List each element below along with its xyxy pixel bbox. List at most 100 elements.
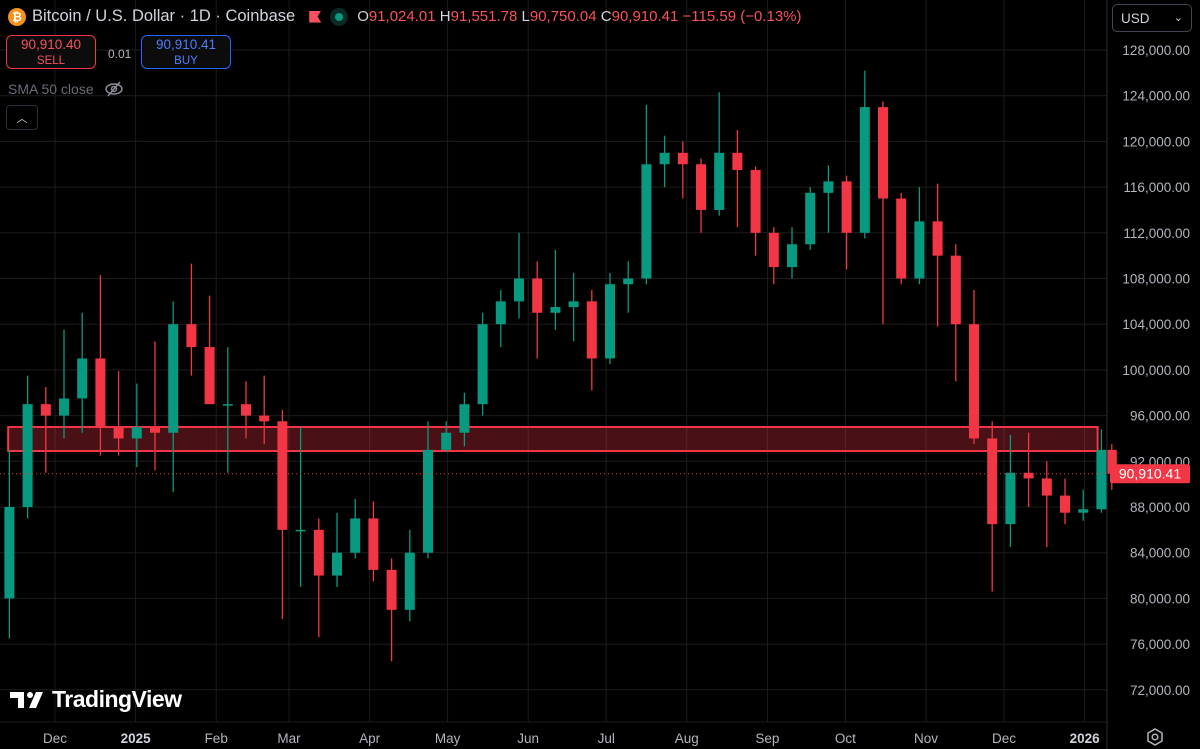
x-tick-label: May — [435, 731, 461, 746]
indicator-sma[interactable]: SMA 50 close — [8, 81, 124, 97]
candle — [113, 371, 124, 456]
candle-body — [896, 198, 907, 279]
candle — [677, 141, 688, 199]
y-tick-label: 120,000.00 — [1122, 134, 1190, 149]
candle — [568, 272, 579, 342]
candle — [714, 92, 725, 216]
candle — [423, 421, 433, 559]
y-tick-label: 128,000.00 — [1122, 43, 1190, 58]
x-tick-label: Jun — [517, 731, 539, 746]
candle — [878, 101, 888, 325]
candle-body — [641, 164, 652, 279]
candle-body — [313, 529, 324, 576]
x-tick-label: Nov — [914, 731, 938, 746]
candle-body — [95, 358, 106, 428]
candle-body — [131, 427, 142, 439]
candle — [186, 263, 197, 376]
candle — [131, 383, 142, 468]
candle-body — [1060, 495, 1070, 513]
candle — [932, 183, 943, 327]
grid — [0, 0, 1107, 722]
candle — [404, 529, 415, 622]
candle — [841, 175, 852, 270]
candle — [222, 347, 233, 473]
candle — [441, 421, 452, 453]
tradingview-logo[interactable]: TradingView — [10, 686, 182, 713]
logo-text: TradingView — [52, 686, 182, 712]
candle — [295, 427, 306, 587]
candle-body — [1096, 449, 1107, 510]
candle-body — [1078, 509, 1089, 513]
candle-body — [423, 449, 433, 553]
candle-body — [1041, 478, 1052, 496]
buy-button[interactable]: 90,910.41 BUY — [141, 35, 231, 69]
y-tick-label: 112,000.00 — [1123, 226, 1190, 241]
y-tick-label: 80,000.00 — [1130, 591, 1190, 606]
flag-icon[interactable] — [309, 10, 322, 23]
candle-body — [805, 192, 816, 245]
chevron-up-icon: ︿ — [16, 112, 28, 125]
candle — [95, 275, 106, 456]
candle — [732, 129, 743, 228]
candle-body — [768, 232, 779, 268]
y-tick-label: 96,000.00 — [1130, 409, 1190, 424]
candle-body — [568, 301, 579, 308]
time-axis[interactable]: Dec 2025 Feb Mar Apr May Jun Jul Aug Sep Oct Nov Dec… — [43, 731, 1100, 746]
candle-body — [368, 518, 379, 570]
sell-button[interactable]: 90,910.40 SELL — [6, 35, 96, 69]
candle — [40, 387, 51, 473]
candle-body — [714, 152, 725, 210]
candle-body — [878, 107, 888, 199]
candle — [495, 289, 506, 348]
candle — [459, 392, 470, 447]
x-tick-label: Aug — [675, 731, 699, 746]
candle — [659, 135, 670, 188]
candle — [696, 158, 706, 233]
candle-body — [859, 107, 870, 233]
candle-body — [969, 324, 979, 439]
candle — [969, 289, 979, 445]
candle — [386, 558, 397, 662]
candle — [914, 187, 925, 285]
eye-off-icon[interactable] — [104, 81, 124, 97]
candle-body — [950, 255, 961, 325]
candle-body — [350, 518, 361, 553]
symbol-title[interactable]: Bitcoin / U.S. Dollar · 1D · Coinbase — [32, 7, 296, 25]
candle — [623, 261, 634, 313]
chevron-down-icon: ⌄ — [1173, 12, 1183, 24]
x-tick-label: Mar — [277, 731, 301, 746]
candle — [1041, 461, 1052, 547]
candle — [532, 261, 543, 359]
candle — [787, 227, 797, 279]
price-axis[interactable]: 128,000.00 124,000.00 120,000.00 116,000.00… — [1122, 43, 1190, 698]
candle-body — [22, 404, 33, 507]
candle-body — [1023, 472, 1034, 479]
candle — [59, 329, 69, 439]
candle-body — [550, 307, 561, 313]
candle — [1060, 478, 1070, 525]
settings-icon[interactable] — [1146, 728, 1164, 746]
candle-body — [659, 152, 670, 165]
candle-body — [277, 421, 288, 530]
sell-label: SELL — [36, 55, 66, 67]
candle-body — [459, 404, 470, 433]
candle-body — [1106, 449, 1117, 474]
collapse-legend-button[interactable]: ︿ — [6, 105, 38, 130]
candle-body — [586, 301, 597, 359]
tradingview-logo-icon — [10, 691, 43, 708]
candle — [514, 232, 524, 319]
candle-body — [1005, 472, 1016, 525]
y-tick-label: 116,000.00 — [1123, 180, 1190, 195]
buy-price: 90,910.41 — [155, 37, 217, 52]
candle — [313, 518, 324, 638]
currency-select[interactable]: USD ⌄ — [1112, 4, 1192, 32]
candle — [896, 192, 907, 285]
candle — [332, 512, 342, 587]
candle-body — [150, 427, 160, 433]
candle — [350, 499, 361, 559]
candle-body — [204, 347, 215, 405]
y-tick-label: 76,000.00 — [1130, 637, 1190, 652]
candle-body — [823, 181, 834, 193]
x-tick-label: Apr — [359, 731, 381, 746]
